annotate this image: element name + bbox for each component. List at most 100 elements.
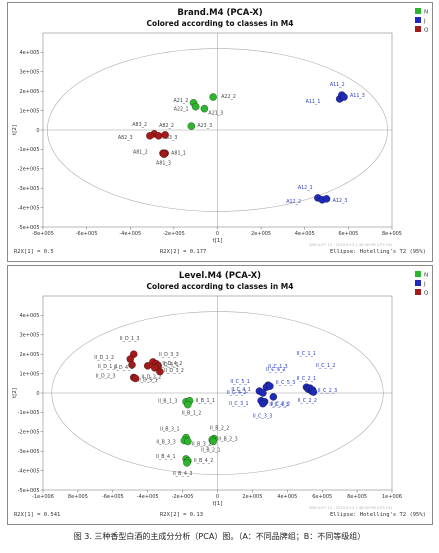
point-label: II_C_4_3 [269, 402, 288, 408]
point-label: II_C_3_3 [253, 414, 272, 420]
legend-label-n: N [424, 10, 428, 16]
legend-swatch-j [415, 17, 421, 23]
point-label: A12_1 [298, 185, 313, 191]
footer-watermark: SIMCA-P+ 12 - 2015/5/13 1:38:36 PM (UTC+… [309, 243, 393, 247]
point-label: II_B_4_2 [194, 458, 213, 464]
point-label: II_C_5_2 [266, 367, 285, 373]
y-tick-label: -3e+005 [18, 449, 40, 455]
y-tick-label: -1e+005 [18, 147, 40, 153]
point-label: II_D_5_1 [138, 378, 158, 384]
y-tick-label: 1e+005 [20, 108, 40, 114]
y-tick-label: -2e+005 [18, 430, 40, 436]
legend-swatch-q [415, 289, 421, 295]
point-label: II_B_1_1 [196, 398, 215, 404]
point-label: A23_3 [197, 123, 212, 129]
point-label: II_B_2_1 [201, 448, 220, 454]
y-tick-label: 4e+005 [20, 50, 40, 56]
x-tick-label: 8e+005 [68, 494, 88, 500]
point-label: II_B_3_2 [192, 442, 211, 448]
point-label: A83_2 [132, 122, 147, 128]
pca-panel-brand: Brand.M4 (PCA-X) Colored according to cla… [7, 2, 433, 262]
x-tick-label: 4e+005 [277, 494, 297, 500]
y-tick-label: 2e+005 [20, 89, 40, 95]
x-tick-label: -6e+005 [76, 231, 98, 237]
hotelling-ellipse [47, 48, 388, 212]
y-tick-label: 0 [36, 391, 39, 397]
footer-r2x1: R2X[1] = 0.541 [14, 512, 60, 518]
legend-label-q: Q [424, 291, 429, 297]
point-ii-d-2-2 [131, 374, 140, 383]
x-tick-label: 6e+005 [338, 231, 358, 237]
hotelling-ellipse [51, 311, 384, 475]
legend-label-q: Q [424, 28, 429, 34]
x-tick-label: -2e+005 [172, 494, 194, 500]
point-a82-3 [146, 132, 154, 140]
point-label: II_C_1_1 [296, 351, 315, 357]
y-tick-label: -3e+005 [18, 186, 40, 192]
x-tick-label: 2e+005 [251, 231, 271, 237]
point-a81-3 [160, 150, 168, 158]
point-label: II_D_4_1 [159, 362, 179, 368]
y-tick-label: 3e+005 [20, 70, 40, 76]
footer-ellipse-note: Ellipse: Hotelling's T2 (95%) [330, 512, 426, 518]
point-ii-b-4-3 [183, 459, 191, 467]
y-tick-label: 1e+005 [20, 371, 40, 377]
point-label: II_B_3_3 [156, 440, 175, 446]
x-tick-label: 1e+006 [382, 494, 402, 500]
point-a82-2 [161, 131, 169, 139]
point-label: II_D_4_2 [162, 361, 182, 367]
point-ii-d-4-3 [143, 362, 152, 370]
y-tick-label: -2e+005 [18, 167, 40, 173]
legend-swatch-q [415, 26, 421, 32]
point-ii-b-2-1 [209, 437, 217, 446]
legend-label-j: J [423, 19, 426, 25]
point-label: II_D_2_2 [141, 374, 161, 380]
figure-caption: 图 3. 三种香型白酒的主成分分析（PCA）图。（A：不同品牌组；B：不同等级组… [73, 532, 366, 541]
chart-subtitle: Colored according to classes in M4 [147, 282, 294, 291]
x-tick-label: 4e+005 [295, 231, 315, 237]
y-tick-label: -5e+005 [18, 225, 40, 231]
x-tick-label: 8e+005 [382, 231, 402, 237]
x-axis-label: t[1] [213, 238, 223, 244]
point-label: A22_2 [221, 94, 236, 100]
point-a22-1 [191, 102, 200, 111]
point-ii-d-4-1 [150, 364, 159, 372]
point-ii-c-4-3 [269, 393, 278, 401]
point-ii-c-4-2 [259, 389, 267, 397]
y-tick-label: 2e+005 [20, 352, 40, 358]
chart-title: Brand.M4 (PCA-X) [177, 8, 262, 18]
footer-r2x2: R2X[2] = 0.13 [160, 512, 203, 518]
y-tick-label: -5e+005 [18, 488, 40, 494]
x-tick-label: 6e+005 [312, 494, 332, 500]
point-label: A81_3 [156, 160, 171, 166]
x-tick-label: -4e+005 [137, 494, 159, 500]
x-tick-label: 2e+005 [242, 494, 262, 500]
point-label: A83_3 [163, 135, 178, 141]
point-label: II_B_4_3 [173, 471, 192, 477]
x-tick-label: -1e+006 [32, 494, 54, 500]
point-label: A21_3 [208, 111, 223, 117]
point-label: II_C_5_1 [230, 379, 249, 385]
point-label: II_C_3_2 [271, 402, 290, 408]
point-label: II_C_1_2 [316, 363, 335, 369]
point-label: II_B_2_3 [218, 437, 237, 443]
point-label: A12_3 [333, 198, 348, 204]
chart-title: Level.M4 (PCA-X) [179, 271, 261, 281]
point-ii-d-1-1 [128, 361, 136, 369]
x-tick-label: -6e+005 [102, 494, 124, 500]
point-label: II_D_3_3 [159, 352, 179, 358]
point-label: A22_1 [174, 107, 189, 113]
y-axis-label: t[2] [12, 388, 18, 398]
point-label: II_C_4_1 [231, 387, 250, 393]
point-ii-c-3-3 [259, 399, 267, 408]
point-ii-b-1-2 [184, 400, 192, 409]
point-a12-3 [322, 195, 331, 203]
point-a11-3 [340, 93, 348, 101]
point-label: II_C_1_3 [268, 364, 287, 370]
pca-panel-level: Level.M4 (PCA-X) Colored according to cla… [7, 265, 433, 525]
point-label: II_B_3_1 [160, 427, 179, 433]
y-axis-label: t[2] [12, 125, 18, 135]
point-label: A12_2 [286, 199, 301, 205]
point-label: II_C_4_2 [227, 390, 246, 396]
point-label: A82_2 [159, 123, 174, 129]
